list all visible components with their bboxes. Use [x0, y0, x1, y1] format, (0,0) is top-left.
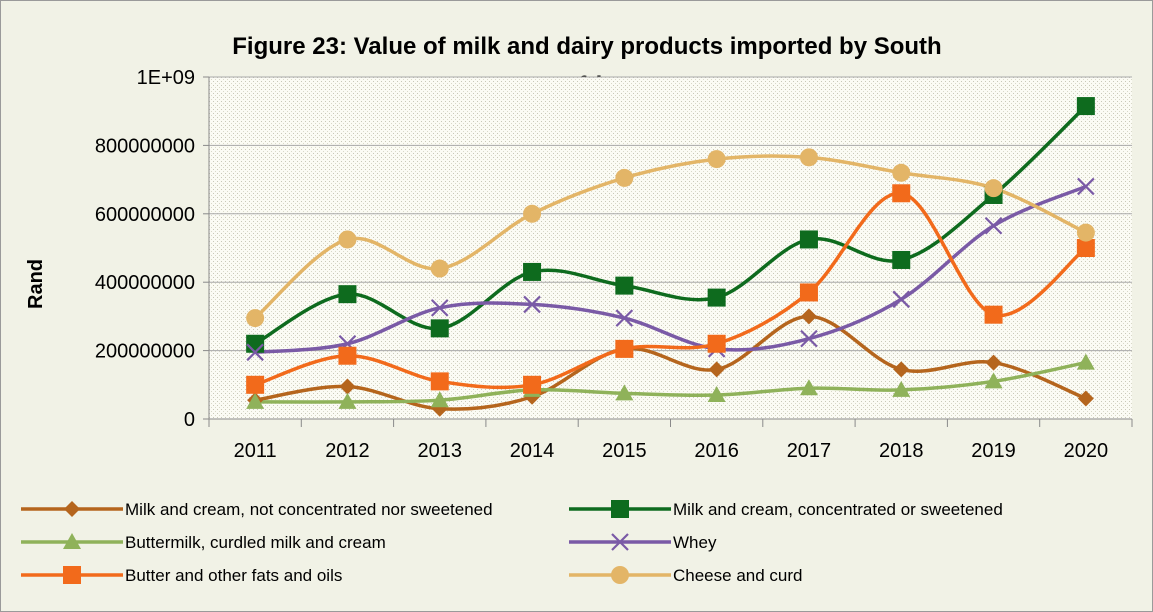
y-axis-ticks: 0 200000000 400000000 600000000 800000000 1E+… — [95, 67, 210, 431]
data-point — [892, 380, 911, 397]
data-point — [1076, 239, 1095, 257]
legend-marker — [63, 533, 81, 549]
series-lines — [254, 104, 1088, 411]
data-point — [707, 288, 726, 307]
data-point — [707, 386, 726, 403]
data-point — [984, 372, 1003, 389]
data-point — [615, 276, 634, 295]
data-point — [708, 361, 725, 378]
legend-item: Butter and other fats and oils — [21, 566, 342, 585]
series-line-6 — [254, 154, 1087, 320]
y-axis-label: Rand — [25, 259, 47, 309]
data-point — [1076, 353, 1095, 370]
y-tick-label: 600000000 — [95, 204, 195, 226]
data-point — [246, 375, 265, 394]
data-point — [615, 309, 634, 327]
y-tick-label: 1E+09 — [137, 67, 195, 89]
data-point — [1077, 390, 1094, 407]
legend-label: Cheese and curd — [673, 566, 802, 585]
data-point — [799, 230, 818, 249]
legend-label: Buttermilk, curdled milk and cream — [125, 533, 386, 552]
legend-marker — [611, 566, 629, 584]
legend-item: Buttermilk, curdled milk and cream — [21, 533, 386, 552]
data-point — [984, 305, 1003, 324]
x-tick-label: 2014 — [510, 440, 555, 462]
data-point — [339, 378, 356, 395]
legend-item: Whey — [569, 533, 717, 552]
x-axis-ticks: 2011 2012 2013 2014 2015 2016 2017 2018 2019 2020 — [208, 419, 1133, 462]
legend-marker — [611, 500, 629, 518]
legend-label: Milk and cream, not concentrated nor swe… — [125, 500, 493, 519]
series-line-4 — [254, 184, 1087, 355]
data-point — [1076, 97, 1095, 116]
data-point — [615, 168, 634, 187]
x-tick-label: 2016 — [694, 440, 739, 462]
x-tick-label: 2018 — [879, 440, 924, 462]
data-point — [246, 334, 265, 353]
data-point — [615, 384, 634, 401]
data-point — [523, 262, 542, 281]
data-point — [799, 379, 818, 396]
data-point — [338, 230, 357, 249]
data-point — [338, 285, 357, 304]
data-point — [246, 343, 264, 362]
data-point — [430, 299, 449, 317]
legend-item: Cheese and curd — [569, 566, 802, 585]
x-tick-label: 2019 — [971, 440, 1016, 462]
data-point — [1076, 223, 1095, 242]
series-line-2 — [254, 104, 1088, 346]
data-point — [338, 346, 357, 365]
data-point — [985, 354, 1002, 371]
data-point — [892, 163, 911, 182]
x-tick-label: 2012 — [325, 440, 370, 462]
chart-title-line-1: Figure 23: Value of milk and dairy produ… — [232, 33, 941, 60]
data-point — [892, 184, 911, 203]
y-tick-label: 800000000 — [95, 135, 195, 157]
data-point — [246, 309, 265, 328]
legend: Milk and cream, not concentrated nor swe… — [21, 500, 1003, 585]
series-markers — [246, 97, 1095, 417]
x-tick-label: 2013 — [418, 440, 463, 462]
y-tick-label: 400000000 — [95, 272, 195, 294]
data-point — [707, 334, 726, 353]
data-point — [430, 372, 449, 391]
x-tick-label: 2020 — [1064, 440, 1109, 462]
data-point — [707, 150, 726, 169]
y-tick-label: 0 — [184, 409, 195, 431]
data-point — [615, 339, 634, 358]
data-point — [338, 392, 357, 409]
data-point — [1077, 177, 1095, 196]
data-point — [984, 216, 1003, 235]
legend-marker — [64, 501, 80, 517]
legend-marker — [611, 533, 629, 551]
x-tick-label: 2015 — [602, 440, 647, 462]
data-point — [892, 250, 911, 269]
data-point — [800, 308, 817, 325]
legend-item: Milk and cream, not concentrated nor swe… — [21, 500, 493, 519]
y-tick-label: 200000000 — [95, 341, 195, 363]
data-point — [984, 179, 1003, 198]
legend-label: Butter and other fats and oils — [125, 566, 342, 585]
data-point — [892, 290, 911, 309]
x-tick-label: 2011 — [234, 440, 277, 462]
data-point — [523, 204, 542, 223]
data-point — [246, 392, 265, 409]
x-tick-label: 2017 — [787, 440, 832, 462]
legend-marker — [63, 566, 81, 584]
data-point — [799, 283, 818, 302]
data-point — [430, 259, 449, 278]
data-point — [430, 319, 449, 338]
data-point — [523, 375, 542, 394]
series-line-3 — [255, 360, 1087, 404]
data-point — [430, 391, 449, 408]
legend-item: Milk and cream, concentrated or sweetene… — [569, 500, 1003, 519]
legend-label: Whey — [673, 533, 717, 552]
legend-label: Milk and cream, concentrated or sweetene… — [673, 500, 1003, 519]
data-point — [523, 295, 541, 314]
data-point — [800, 329, 818, 348]
data-point — [893, 361, 910, 378]
data-point — [799, 148, 818, 167]
